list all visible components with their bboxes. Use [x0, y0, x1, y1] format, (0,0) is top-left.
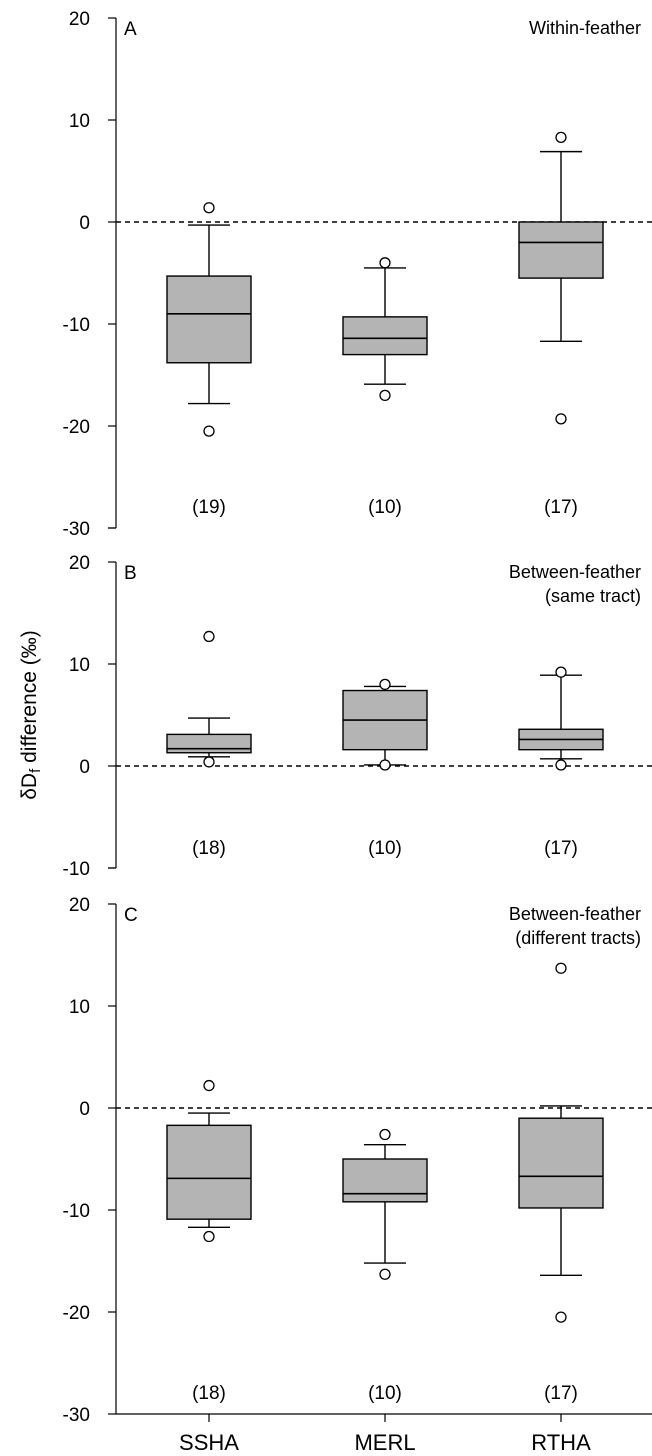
outlier-point: [379, 1128, 391, 1141]
panel-c: 20 10 0 -10 -20 -30 C Between-feather (different…: [63, 895, 652, 1426]
panel-title-line: Within-feather: [529, 18, 641, 38]
y-tick-label: 10: [69, 997, 90, 1018]
outlier-point: [379, 678, 391, 691]
outlier-point: [555, 666, 567, 678]
outlier-point: [555, 962, 567, 974]
sample-size-label: (19): [192, 497, 226, 518]
y-tick-label: 10: [69, 111, 90, 132]
box-rtha: (17): [518, 962, 604, 1404]
outlier-point: [379, 389, 391, 402]
outlier-point: [203, 756, 215, 768]
y-axis-title-rest: difference (‰): [18, 630, 41, 769]
y-axis-title-symbol: δD: [18, 773, 41, 800]
panel-letter: A: [124, 19, 137, 40]
y-axis-title-subscript: f: [27, 768, 44, 773]
outlier-point: [555, 413, 567, 425]
x-category-label: RTHA: [531, 1430, 591, 1455]
outlier-point: [555, 1311, 567, 1323]
y-tick-label: 10: [69, 655, 90, 676]
iqr-box: [166, 275, 252, 364]
sample-size-label: (10): [368, 1383, 402, 1404]
iqr-box: [342, 316, 428, 356]
x-category-label: SSHA: [179, 1430, 239, 1455]
outlier-point: [203, 1079, 215, 1092]
y-tick-label: 20: [69, 9, 90, 30]
y-tick-label: -30: [63, 1405, 90, 1426]
panels: 20 10 0 -10 -20 -30 A Within-feather (19) (10) (17…: [63, 9, 652, 1426]
outlier-point: [555, 131, 567, 143]
x-category-labels: SSHA MERL RTHA: [179, 1414, 591, 1455]
iqr-box: [166, 1124, 252, 1220]
box-ssha: (19): [166, 202, 252, 518]
y-tick-label: 20: [69, 553, 90, 574]
panel-letter: C: [124, 905, 138, 926]
y-tick-label: 20: [69, 895, 90, 916]
y-tick-label: -20: [63, 1303, 90, 1324]
box-ssha: (18): [166, 1079, 252, 1404]
outlier-point: [203, 1230, 215, 1243]
iqr-box: [166, 733, 252, 754]
y-tick-label: -10: [63, 315, 90, 336]
outlier-point: [379, 759, 391, 771]
y-tick-label: -10: [63, 859, 90, 880]
y-tick-label: -10: [63, 1201, 90, 1222]
panel-title-line: (different tracts): [515, 928, 641, 948]
panel-b: 20 10 0 -10 B Between-feather (same tract) (18)…: [63, 553, 652, 880]
box-merl: (10): [342, 1128, 428, 1404]
y-tick-label: -20: [63, 417, 90, 438]
box-rtha: (17): [518, 131, 604, 518]
iqr-box: [518, 1117, 604, 1209]
sample-size-label: (18): [192, 838, 226, 859]
sample-size-label: (18): [192, 1383, 226, 1404]
y-tick-label: 0: [79, 213, 90, 234]
panel-a: 20 10 0 -10 -20 -30 A Within-feather (19) (10) (17…: [63, 9, 652, 540]
outlier-point: [379, 1268, 391, 1280]
sample-size-label: (10): [368, 838, 402, 859]
iqr-box: [518, 221, 604, 279]
outlier-point: [379, 257, 391, 269]
box-merl: (10): [342, 257, 428, 518]
panel-letter: B: [124, 563, 137, 584]
sample-size-label: (17): [544, 497, 578, 518]
iqr-box: [342, 1158, 428, 1203]
box-merl: (10): [342, 678, 428, 859]
sample-size-label: (10): [368, 497, 402, 518]
y-tick-label: 0: [79, 757, 90, 778]
box-rtha: (17): [518, 666, 604, 859]
panel-title-line: Between-feather: [509, 904, 641, 924]
outlier-point: [555, 759, 567, 771]
sample-size-label: (17): [544, 1383, 578, 1404]
panel-title-line: Between-feather: [509, 562, 641, 582]
panel-title-line: (same tract): [545, 586, 641, 606]
y-axis-title: δDf difference (‰): [18, 630, 44, 800]
x-category-label: MERL: [354, 1430, 415, 1455]
box-ssha: (18): [166, 630, 252, 859]
y-tick-label: -30: [63, 519, 90, 540]
outlier-point: [203, 425, 215, 437]
outlier-point: [203, 630, 215, 643]
sample-size-label: (17): [544, 838, 578, 859]
y-tick-label: 0: [79, 1099, 90, 1120]
outlier-point: [203, 202, 215, 214]
